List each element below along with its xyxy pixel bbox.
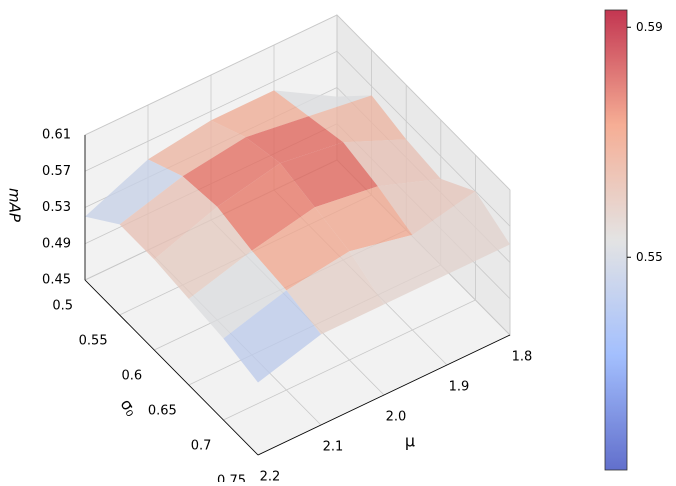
surface-patch xyxy=(314,186,413,252)
surface-patch xyxy=(182,137,281,207)
z-axis-label: mAP xyxy=(6,188,24,223)
surface-patch xyxy=(286,251,384,335)
surface-patch xyxy=(377,178,476,235)
surface-patch xyxy=(211,90,309,138)
colorbar-tick-label: 0.59 xyxy=(636,20,663,34)
surface-patch xyxy=(119,176,218,260)
surface-patch xyxy=(148,120,246,177)
x-axis-line xyxy=(257,334,511,456)
y-tick-label: 0.75 xyxy=(217,474,246,483)
y-tick-label: 0.55 xyxy=(79,334,108,349)
z-tick-label: 0.61 xyxy=(42,128,71,143)
surface-patch xyxy=(349,234,447,305)
y-tick-label: 0.5 xyxy=(52,299,73,314)
surface-patch xyxy=(308,95,407,143)
grid-line xyxy=(336,50,511,227)
surface-patch xyxy=(343,139,441,187)
labels: 1.8 1.9 2.0 2.1 2.2 0.5 0.55 0.6 0.65 0.7 0.75 0.45… xyxy=(42,128,533,486)
surface-patch xyxy=(245,116,344,164)
y-axis-line xyxy=(84,279,259,456)
x-tick-label: 2.1 xyxy=(323,440,344,455)
z-tick-label: 0.57 xyxy=(42,164,71,179)
y-tick-label: 0.65 xyxy=(148,404,177,419)
surface-patch xyxy=(188,250,287,339)
surface-patch xyxy=(251,207,350,291)
x-tick-label: 2.0 xyxy=(386,410,407,425)
z-tick-label: 0.53 xyxy=(42,200,71,215)
x-tick-label: 1.9 xyxy=(449,380,470,395)
surface-patch xyxy=(223,290,321,383)
y-axis-label: σ₀ xyxy=(116,396,141,420)
surface xyxy=(85,90,510,383)
colorbar-tick-label: 0.55 xyxy=(636,250,663,264)
grid-line xyxy=(84,14,338,136)
surface-patch xyxy=(280,142,378,208)
z-tick-label: 0.49 xyxy=(42,236,71,251)
grid-line xyxy=(336,14,511,191)
surface-patch xyxy=(154,206,252,299)
x-tick-label: 1.8 xyxy=(512,350,533,365)
y-tick-label: 0.7 xyxy=(191,439,212,454)
grid-line xyxy=(84,50,338,172)
surface-patch xyxy=(85,159,183,225)
grid-line xyxy=(223,299,476,421)
surface-patch xyxy=(412,191,510,275)
surface-patch xyxy=(217,163,315,251)
z-tick-label: 0.45 xyxy=(42,273,71,288)
surface-patch xyxy=(274,90,372,117)
colorbar xyxy=(604,9,628,471)
x-tick-label: 2.2 xyxy=(260,470,281,483)
x-axis-label: μ xyxy=(405,432,415,451)
y-tick-label: 0.6 xyxy=(122,369,143,384)
